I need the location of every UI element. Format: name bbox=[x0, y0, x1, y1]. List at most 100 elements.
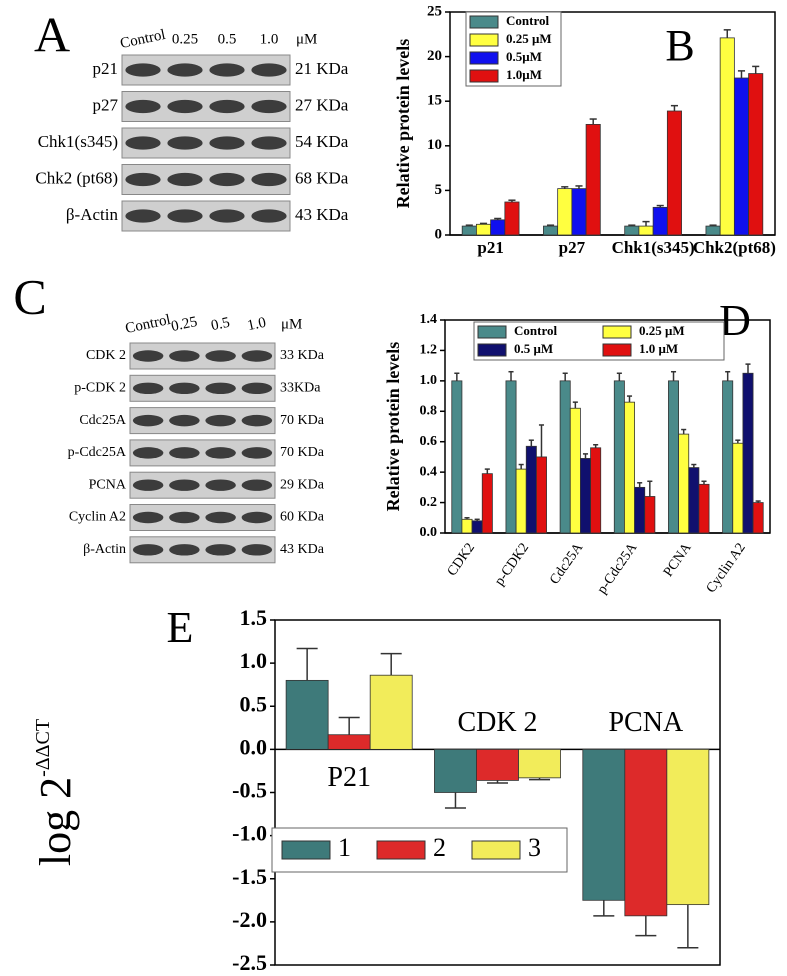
y-tick-label: 0 bbox=[435, 226, 443, 242]
bar bbox=[461, 518, 473, 534]
legend-swatch bbox=[602, 343, 632, 357]
legend-label: Control bbox=[514, 323, 557, 338]
y-tick-label: 0.8 bbox=[420, 404, 438, 419]
x-tick-label: PCNA bbox=[661, 540, 695, 580]
y-tick-label: 0.0 bbox=[240, 734, 268, 759]
bar bbox=[571, 188, 587, 236]
bar bbox=[559, 380, 571, 534]
protein-label: Cyclin A2 bbox=[69, 510, 126, 525]
blot-band bbox=[132, 350, 164, 362]
legend-label: 2 bbox=[433, 833, 446, 862]
bar bbox=[678, 433, 690, 534]
x-tick-label: CDK2 bbox=[445, 541, 478, 580]
blot-band bbox=[132, 414, 164, 427]
size-label: 27 KDa bbox=[295, 95, 349, 114]
y-axis-label-main: Relative protein levels bbox=[393, 39, 413, 209]
y-tick-label: 0.5 bbox=[240, 691, 268, 716]
legend-swatch bbox=[469, 69, 499, 83]
protein-label: CDK 2 bbox=[86, 348, 126, 363]
x-tick-label: Cyclin A2 bbox=[704, 541, 749, 596]
blot-band bbox=[241, 350, 273, 362]
protein-label: p-Cdc25A bbox=[68, 445, 127, 460]
blot-band bbox=[241, 414, 273, 427]
blot-band bbox=[132, 382, 164, 395]
x-tick-label: Cdc25A bbox=[547, 540, 587, 588]
bar bbox=[705, 225, 721, 236]
blot-band bbox=[209, 99, 245, 114]
condition-label: Control bbox=[124, 312, 172, 337]
condition-label: 0.25 bbox=[172, 31, 198, 47]
protein-label: β-Actin bbox=[66, 205, 119, 224]
blot-band bbox=[241, 479, 273, 491]
protein-label: p21 bbox=[93, 59, 119, 78]
blot-band bbox=[205, 544, 236, 556]
condition-label: 1.0 bbox=[246, 315, 268, 335]
bar bbox=[585, 123, 601, 236]
bar bbox=[580, 458, 591, 534]
blot-band bbox=[125, 99, 161, 114]
blot-band bbox=[205, 414, 236, 427]
bar bbox=[285, 679, 329, 750]
y-tick-label: 5 bbox=[435, 182, 443, 198]
y-axis-label-sup: -ΔΔCT bbox=[32, 719, 54, 777]
x-tick-label: CDK 2 bbox=[457, 707, 537, 738]
bar bbox=[644, 496, 656, 534]
blot-band bbox=[251, 63, 287, 77]
legend-swatch bbox=[469, 33, 499, 47]
size-label: 43 KDa bbox=[295, 205, 349, 224]
legend-label: 1.0μM bbox=[506, 67, 542, 82]
x-tick-label: P21 bbox=[327, 762, 371, 793]
bar bbox=[719, 37, 735, 236]
blot-band bbox=[241, 382, 273, 395]
blot-band bbox=[169, 447, 200, 459]
blot-band bbox=[132, 544, 164, 556]
protein-label: p27 bbox=[93, 95, 119, 114]
y-tick-label: 15 bbox=[427, 93, 442, 109]
bar bbox=[481, 473, 493, 534]
legend-label: 0.5 μM bbox=[514, 341, 553, 356]
blot-band bbox=[167, 172, 203, 187]
y-tick-label: 1.0 bbox=[420, 373, 438, 388]
y-tick-label: 25 bbox=[427, 3, 442, 19]
bar bbox=[624, 748, 668, 917]
x-tick-label: p-Cdc25A bbox=[595, 540, 641, 597]
blot-band bbox=[209, 172, 245, 187]
legend-swatch bbox=[471, 840, 521, 860]
unit-label: μM bbox=[296, 31, 317, 47]
y-tick-label: 20 bbox=[427, 48, 442, 64]
protein-label: PCNA bbox=[89, 477, 127, 492]
blot-band bbox=[169, 382, 200, 395]
blot-band bbox=[241, 447, 273, 459]
y-tick-label: 0.0 bbox=[420, 525, 438, 540]
size-label: 29 KDa bbox=[280, 477, 325, 492]
protein-label: Chk2 (pt68) bbox=[35, 168, 118, 187]
blot-band bbox=[169, 350, 200, 362]
bar bbox=[688, 467, 700, 534]
blot-band bbox=[205, 350, 236, 362]
x-tick-label: Chk1(s345) bbox=[612, 238, 695, 257]
panel-letter: B bbox=[665, 21, 694, 70]
size-label: 68 KDa bbox=[295, 168, 349, 187]
bar bbox=[742, 372, 754, 534]
bar bbox=[543, 225, 559, 236]
blot-band bbox=[251, 209, 287, 223]
bar bbox=[569, 407, 581, 534]
y-tick-label: 1.0 bbox=[240, 648, 268, 673]
legend-label: 3 bbox=[528, 833, 541, 862]
bar bbox=[490, 219, 506, 236]
bar bbox=[471, 520, 483, 534]
y-tick-label: 1.4 bbox=[420, 312, 438, 327]
y-axis-label-main: Relative protein levels bbox=[383, 342, 403, 512]
panel-letter: A bbox=[34, 6, 70, 62]
blot-band bbox=[167, 209, 203, 223]
blot-band bbox=[209, 209, 245, 223]
blot-band bbox=[205, 382, 236, 395]
blot-band bbox=[251, 136, 287, 150]
bar bbox=[652, 206, 668, 236]
y-axis-label: Relative protein levels bbox=[393, 39, 413, 209]
blot-band bbox=[209, 136, 245, 150]
blot-band bbox=[209, 63, 245, 77]
blot-band bbox=[132, 511, 164, 524]
bar bbox=[476, 748, 519, 781]
